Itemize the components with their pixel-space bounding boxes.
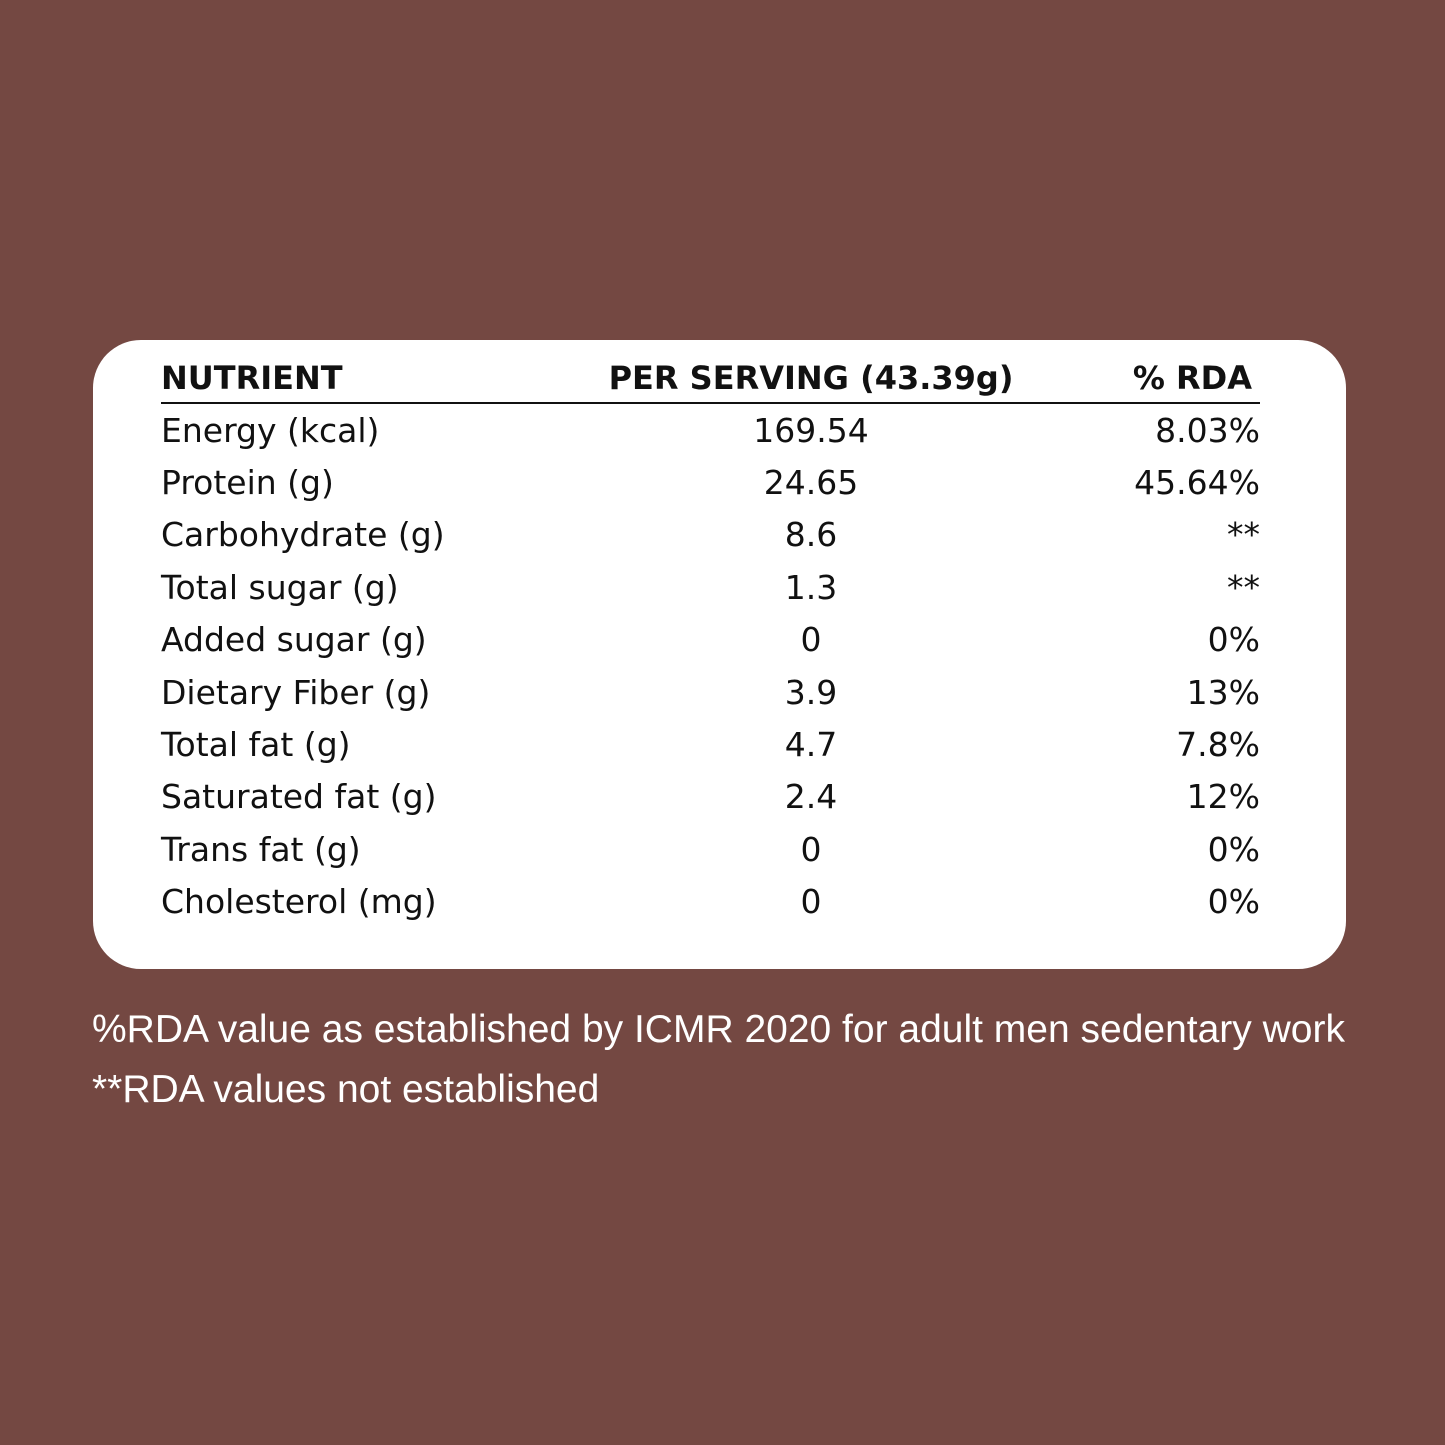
- row: Energy (kcal) 169.54 8.03%: [161, 403, 1260, 456]
- row: Saturated fat (g) 2.4 12%: [161, 771, 1260, 823]
- cell: Trans fat (g): [161, 829, 361, 869]
- cell: 0: [800, 882, 822, 922]
- cell: Energy (kcal): [161, 410, 380, 450]
- cell: 13%: [1186, 672, 1260, 712]
- row: Added sugar (g) 0 0%: [161, 614, 1260, 666]
- nutrition-table: NUTRIENT PER SERVING (43.39g)% RDA Energy…: [161, 354, 1260, 928]
- cell: Added sugar (g): [161, 620, 427, 660]
- cell: 12%: [1186, 777, 1260, 817]
- footnote: %RDA value as established by ICMR 2020 f…: [92, 1008, 1345, 1051]
- cell: 0%: [1207, 882, 1260, 922]
- header-cell: PER SERVING (43.39g): [561, 354, 1061, 404]
- cell: Cholesterol (mg): [161, 882, 437, 922]
- cell: 2.4: [784, 777, 838, 817]
- cell: 169.54: [753, 410, 869, 450]
- cell: 0%: [1207, 620, 1260, 660]
- cell: 4.7: [784, 725, 838, 765]
- cell: 8.6: [784, 515, 838, 555]
- footnote: **RDA values not established: [92, 1068, 600, 1111]
- cell: 24.65: [763, 463, 859, 503]
- cell: **: [1227, 515, 1260, 555]
- nutrition-card: NUTRIENT PER SERVING (43.39g)% RDA Energy…: [93, 340, 1346, 969]
- cell: 0: [800, 829, 822, 869]
- row: Total fat (g) 4.7 7.8%: [161, 718, 1260, 770]
- row: Total sugar (g) 1.3 **: [161, 561, 1260, 613]
- cell: **: [1227, 567, 1260, 607]
- row: Cholesterol (mg) 0 0%: [161, 876, 1260, 928]
- row: Dietary Fiber (g) 3.9 13%: [161, 666, 1260, 718]
- header-cell: % RDA: [1061, 354, 1260, 404]
- row: Protein (g) 24.65 45.64%: [161, 456, 1260, 508]
- cell: 7.8%: [1176, 725, 1260, 765]
- cell: 0%: [1207, 829, 1260, 869]
- row: Carbohydrate (g) 8.6 **: [161, 509, 1260, 561]
- row: Trans fat (g) 0 0%: [161, 823, 1260, 875]
- header-row: NUTRIENT PER SERVING (43.39g)% RDA: [161, 354, 1260, 404]
- cell: 45.64%: [1134, 463, 1260, 503]
- cell: Total fat (g): [161, 725, 351, 765]
- cell: Total sugar (g): [161, 567, 399, 607]
- cell: Dietary Fiber (g): [161, 672, 431, 712]
- cell: 3.9: [784, 672, 838, 712]
- cell: Carbohydrate (g): [161, 515, 445, 555]
- cell: 1.3: [784, 567, 838, 607]
- cell: Protein (g): [161, 463, 334, 503]
- cell: Saturated fat (g): [161, 777, 437, 817]
- cell: 0: [800, 620, 822, 660]
- cell: 8.03%: [1155, 410, 1260, 450]
- header-cell: NUTRIENT: [161, 354, 561, 404]
